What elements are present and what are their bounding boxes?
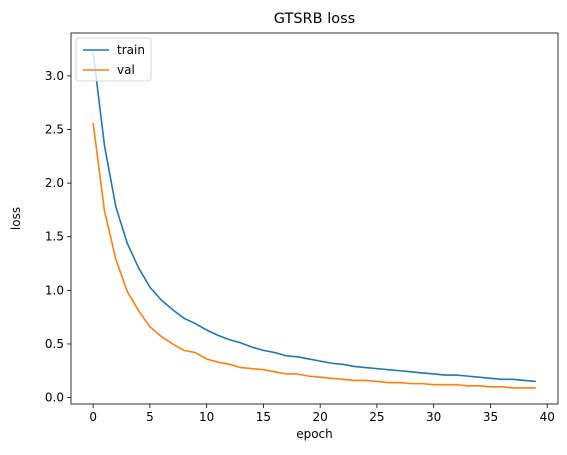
series-line-val <box>92 122 536 389</box>
legend: train val <box>75 37 152 82</box>
x-tick-label: 10 <box>199 410 214 424</box>
y-axis: 0.0 0.5 1.0 1.5 2.0 2.5 3.0 <box>45 69 71 405</box>
y-tick-label: 0.5 <box>45 337 64 351</box>
y-axis-label: loss <box>9 207 23 230</box>
legend-label-val: val <box>117 63 135 77</box>
y-tick-label: 1.0 <box>45 283 64 297</box>
x-tick-label: 20 <box>313 410 328 424</box>
x-axis-label: epoch <box>296 427 333 441</box>
x-tick-label: 0 <box>89 410 97 424</box>
x-tick-label: 35 <box>483 410 498 424</box>
x-tick-label: 40 <box>540 410 555 424</box>
y-tick-label: 0.0 <box>45 391 64 405</box>
series-line-train <box>92 52 536 383</box>
x-tick-label: 30 <box>426 410 441 424</box>
x-tick-label: 15 <box>256 410 271 424</box>
x-tick-label: 25 <box>369 410 384 424</box>
legend-label-train: train <box>117 43 145 57</box>
plot-area-frame <box>70 32 559 405</box>
y-tick-label: 2.5 <box>45 123 64 137</box>
x-tick-label: 5 <box>146 410 154 424</box>
y-tick-label: 3.0 <box>45 69 64 83</box>
y-tick-label: 2.0 <box>45 176 64 190</box>
x-axis: 0 5 10 15 20 25 30 35 40 <box>89 404 555 424</box>
chart-title: GTSRB loss <box>274 11 355 27</box>
y-tick-label: 1.5 <box>45 230 64 244</box>
